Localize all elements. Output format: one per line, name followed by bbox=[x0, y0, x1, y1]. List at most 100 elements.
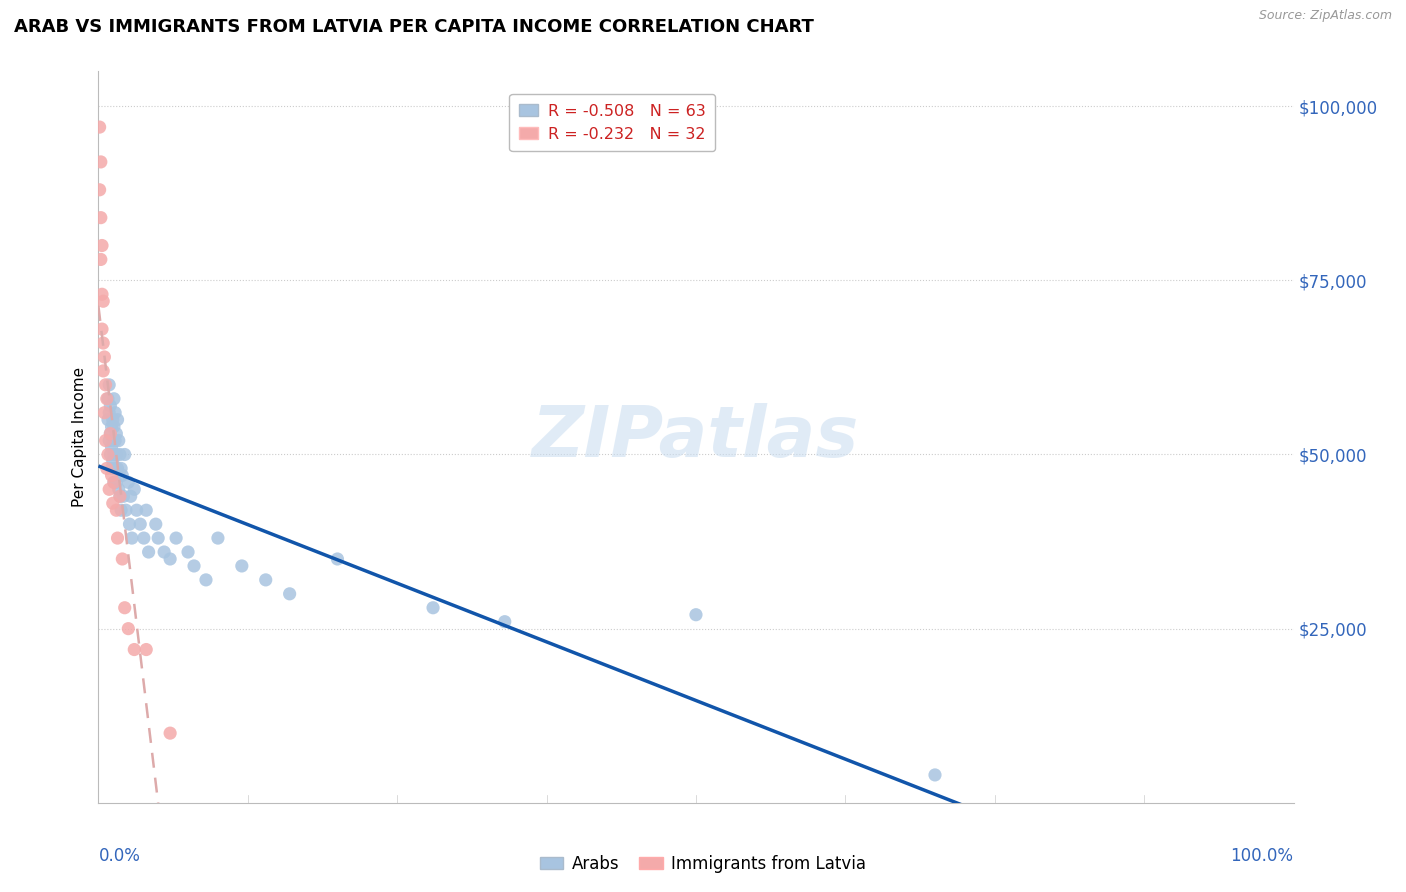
Point bbox=[145, 517, 167, 532]
Point bbox=[110, 461, 132, 475]
Point bbox=[195, 573, 218, 587]
Point bbox=[89, 183, 111, 197]
Point bbox=[98, 434, 121, 448]
Point bbox=[93, 350, 115, 364]
Point bbox=[98, 426, 122, 441]
Point bbox=[105, 503, 128, 517]
Point bbox=[101, 496, 124, 510]
Point bbox=[254, 573, 277, 587]
Point bbox=[326, 552, 349, 566]
Point bbox=[121, 531, 143, 545]
Point bbox=[98, 448, 122, 462]
Point bbox=[111, 468, 134, 483]
Point bbox=[100, 419, 122, 434]
Text: ARAB VS IMMIGRANTS FROM LATVIA PER CAPITA INCOME CORRELATION CHART: ARAB VS IMMIGRANTS FROM LATVIA PER CAPIT… bbox=[14, 18, 814, 36]
Point bbox=[91, 364, 114, 378]
Point bbox=[101, 454, 124, 468]
Point bbox=[101, 412, 124, 426]
Point bbox=[148, 531, 170, 545]
Point bbox=[135, 642, 157, 657]
Point bbox=[115, 503, 138, 517]
Point bbox=[91, 322, 114, 336]
Point bbox=[231, 558, 253, 573]
Point bbox=[97, 412, 120, 426]
Point bbox=[107, 434, 129, 448]
Point bbox=[124, 642, 146, 657]
Point bbox=[96, 392, 118, 406]
Point bbox=[103, 392, 125, 406]
Point bbox=[103, 419, 125, 434]
Point bbox=[207, 531, 229, 545]
Point bbox=[135, 503, 157, 517]
Point bbox=[104, 434, 127, 448]
Point bbox=[422, 600, 444, 615]
Point bbox=[105, 448, 128, 462]
Point bbox=[159, 552, 181, 566]
Point bbox=[685, 607, 707, 622]
Point bbox=[138, 545, 160, 559]
Point bbox=[107, 531, 129, 545]
Point bbox=[108, 448, 131, 462]
Point bbox=[118, 517, 141, 532]
Point bbox=[117, 475, 139, 490]
Point bbox=[98, 399, 122, 413]
Point bbox=[94, 434, 117, 448]
Point bbox=[100, 441, 122, 455]
Point bbox=[153, 545, 176, 559]
Point bbox=[108, 489, 131, 503]
Point bbox=[924, 768, 946, 782]
Point bbox=[105, 475, 128, 490]
Text: 100.0%: 100.0% bbox=[1230, 847, 1294, 864]
Point bbox=[107, 461, 129, 475]
Point bbox=[107, 483, 129, 497]
Point bbox=[111, 552, 134, 566]
Point bbox=[98, 406, 121, 420]
Point bbox=[91, 336, 114, 351]
Point bbox=[165, 531, 187, 545]
Point bbox=[94, 377, 117, 392]
Point bbox=[91, 238, 114, 252]
Point bbox=[105, 426, 128, 441]
Point bbox=[103, 475, 125, 490]
Point bbox=[124, 483, 146, 497]
Point bbox=[98, 483, 121, 497]
Text: Source: ZipAtlas.com: Source: ZipAtlas.com bbox=[1258, 9, 1392, 22]
Point bbox=[108, 489, 131, 503]
Point bbox=[114, 600, 136, 615]
Legend: R = -0.508   N = 63, R = -0.232   N = 32: R = -0.508 N = 63, R = -0.232 N = 32 bbox=[509, 94, 716, 151]
Point bbox=[177, 545, 200, 559]
Point bbox=[96, 461, 118, 475]
Text: 0.0%: 0.0% bbox=[98, 847, 141, 864]
Point bbox=[110, 503, 132, 517]
Point bbox=[93, 406, 115, 420]
Point bbox=[104, 406, 127, 420]
Point bbox=[117, 622, 139, 636]
Point bbox=[100, 461, 122, 475]
Point bbox=[101, 434, 124, 448]
Point bbox=[104, 461, 127, 475]
Point bbox=[89, 120, 111, 134]
Legend: Arabs, Immigrants from Latvia: Arabs, Immigrants from Latvia bbox=[533, 848, 873, 880]
Point bbox=[98, 426, 122, 441]
Y-axis label: Per Capita Income: Per Capita Income bbox=[72, 367, 87, 508]
Point bbox=[103, 448, 125, 462]
Point bbox=[183, 558, 205, 573]
Point bbox=[129, 517, 152, 532]
Point bbox=[114, 448, 136, 462]
Point bbox=[278, 587, 301, 601]
Point bbox=[97, 392, 120, 406]
Point bbox=[125, 503, 148, 517]
Point bbox=[97, 448, 120, 462]
Point bbox=[91, 294, 114, 309]
Point bbox=[103, 475, 125, 490]
Point bbox=[112, 489, 135, 503]
Text: ZIPatlas: ZIPatlas bbox=[533, 402, 859, 472]
Point bbox=[132, 531, 155, 545]
Point bbox=[90, 211, 112, 225]
Point bbox=[120, 489, 142, 503]
Point bbox=[100, 468, 122, 483]
Point bbox=[107, 412, 129, 426]
Point bbox=[98, 377, 121, 392]
Point bbox=[91, 287, 114, 301]
Point bbox=[90, 252, 112, 267]
